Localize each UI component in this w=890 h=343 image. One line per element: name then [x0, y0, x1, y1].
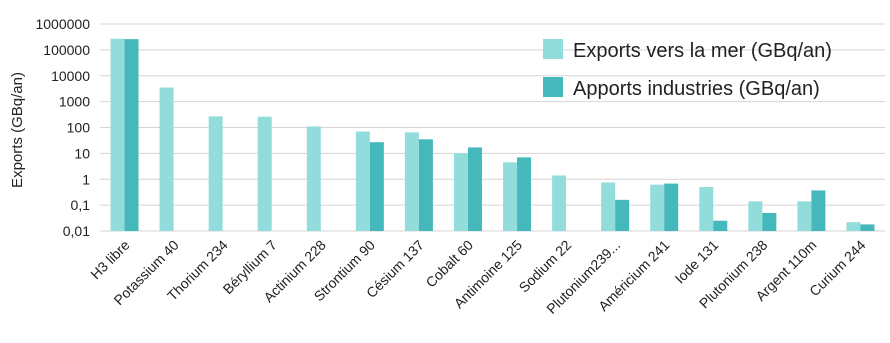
bar-exports: [748, 201, 763, 231]
bar-exports: [650, 184, 665, 231]
x-category-label: H3 libre: [87, 237, 133, 283]
legend: Exports vers la mer (GBq/an) Apports ind…: [543, 39, 832, 100]
bar-exports: [601, 182, 616, 231]
legend-item-exports: Exports vers la mer (GBq/an): [543, 39, 832, 62]
bar-industries: [860, 224, 875, 231]
bar-exports: [503, 162, 518, 231]
bar-industries: [517, 157, 532, 231]
bar-industries: [418, 139, 433, 231]
bar-exports: [797, 201, 812, 231]
bar-industries: [713, 220, 728, 231]
y-axis-ticks: 0,01 0,1 1 10 100 1000 10000 100000 1000000: [35, 16, 90, 239]
bar-industries: [664, 183, 679, 231]
legend-swatch-industries: [543, 77, 563, 97]
legend-label-industries: Apports industries (GBq/an): [573, 78, 820, 100]
bar-industries: [811, 190, 826, 231]
bar-exports: [846, 222, 861, 231]
bar-exports: [208, 116, 223, 231]
bar-exports: [159, 87, 174, 231]
bar-exports: [110, 38, 125, 231]
y-tick-label: 100000: [43, 42, 90, 58]
y-tick-label: 0,1: [71, 197, 91, 213]
y-tick-label: 0,01: [63, 223, 90, 239]
bar-exports: [257, 116, 272, 231]
legend-label-exports: Exports vers la mer (GBq/an): [573, 40, 832, 62]
y-tick-label: 1000000: [35, 16, 90, 32]
legend-swatch-exports: [543, 39, 563, 59]
bar-exports: [355, 131, 370, 231]
y-tick-label: 1: [82, 171, 90, 187]
bar-industries: [762, 212, 777, 231]
bar-industries: [124, 39, 139, 231]
bar-industries: [369, 142, 384, 231]
bar-exports: [453, 153, 468, 231]
y-axis-title: Exports (GBq/an): [9, 72, 26, 188]
legend-item-industries: Apports industries (GBq/an): [543, 77, 820, 100]
bar-industries: [467, 147, 482, 231]
y-tick-label: 100: [67, 120, 91, 136]
x-category-label: Iode 131: [672, 237, 722, 287]
bar-exports: [552, 175, 567, 231]
y-tick-label: 1000: [59, 94, 90, 110]
bar-exports: [699, 187, 714, 231]
bars: [110, 38, 875, 231]
bar-industries: [615, 199, 630, 231]
y-tick-label: 10: [74, 145, 90, 161]
bar-exports: [404, 132, 419, 231]
y-tick-label: 10000: [51, 68, 90, 84]
gridlines: [100, 23, 885, 232]
bar-exports: [306, 126, 321, 231]
